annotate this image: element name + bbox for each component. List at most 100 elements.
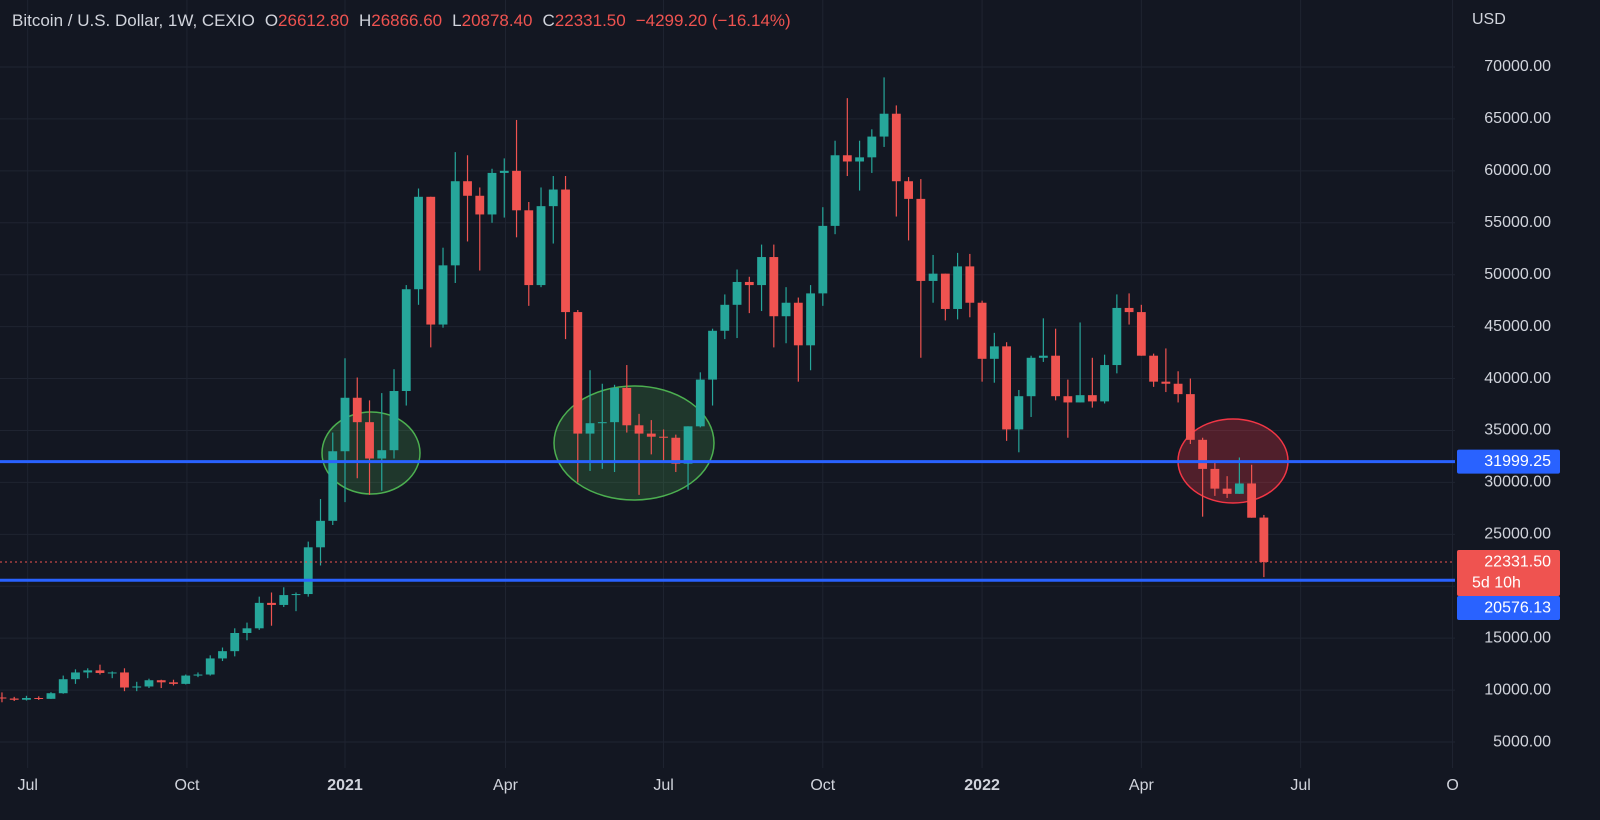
candle-body [218, 651, 227, 659]
candle-body [1038, 355, 1048, 358]
candle-body [867, 136, 877, 158]
candle-body [450, 181, 460, 266]
y-tick-label: 60000.00 [1484, 162, 1551, 179]
candle-body [634, 425, 644, 434]
candle-body [1136, 312, 1146, 356]
candle-body [1173, 383, 1183, 395]
legend-key: C [542, 11, 555, 30]
candle-body [610, 387, 619, 423]
candle-body [732, 281, 742, 305]
candle-body [95, 670, 105, 673]
candle-body [1247, 483, 1257, 518]
highlight-ellipse [553, 385, 715, 501]
candle-body [193, 674, 203, 676]
candle-body [573, 312, 583, 434]
candle-body [340, 397, 350, 452]
price-label: 22331.50 [1484, 553, 1551, 570]
price-lines [0, 460, 1455, 582]
candle-body [401, 289, 411, 392]
candle-body [806, 293, 815, 346]
candle-body [524, 210, 534, 286]
candle-body [769, 257, 779, 317]
candle-body [793, 302, 803, 346]
candle-body [9, 698, 19, 700]
candle-body [904, 181, 913, 199]
candle-body [487, 172, 497, 215]
candle-body [144, 680, 154, 687]
candle-body [389, 391, 399, 451]
candle-body [132, 686, 142, 688]
candle-body [842, 155, 852, 162]
candle-body [46, 693, 56, 699]
y-tick-label: 15000.00 [1484, 629, 1551, 646]
candle-body [120, 672, 129, 688]
candle-body [1161, 381, 1171, 384]
candle-body [254, 602, 264, 629]
candle-body [1087, 395, 1097, 402]
legend-key: O [264, 11, 279, 30]
candle-body [671, 437, 681, 464]
y-axis-unit: USD [1472, 11, 1506, 28]
x-tick-label: Jul [17, 777, 37, 794]
y-tick-label: 30000.00 [1484, 474, 1551, 491]
candle-body [156, 680, 166, 683]
candle-body [316, 520, 325, 548]
candle-body [1112, 307, 1122, 366]
line-label: 20576.13 [1484, 599, 1551, 616]
candle-body [744, 281, 754, 286]
y-tick-label: 10000.00 [1484, 681, 1551, 698]
candle-body [879, 113, 889, 137]
legend-change: −4299.20 (−16.14%) [635, 11, 791, 30]
candle-body [291, 594, 301, 596]
candle-body [1051, 355, 1061, 397]
candle-body [1222, 488, 1232, 494]
line-label-box [1457, 449, 1560, 474]
line-label-box [1457, 596, 1560, 621]
y-tick-label: 55000.00 [1484, 214, 1551, 231]
candle-body [58, 679, 68, 694]
candle-body [1259, 517, 1269, 563]
candle-body [1014, 396, 1024, 430]
y-tick-label: 50000.00 [1484, 266, 1551, 283]
candle-body [499, 170, 509, 173]
candle-body [916, 198, 926, 281]
candle-body [1185, 394, 1195, 440]
candle-body [230, 632, 240, 652]
x-tick-label: Oct [175, 777, 200, 794]
candle-body [891, 113, 901, 182]
candle-body [757, 257, 766, 286]
candle-body [34, 698, 44, 700]
candle-body [646, 433, 656, 437]
y-tick-label: 35000.00 [1484, 422, 1551, 439]
x-tick-label: Oct [810, 777, 835, 794]
legend-value: 20878.40 [461, 11, 533, 30]
candle-body [1124, 307, 1134, 313]
candle-body [536, 206, 546, 286]
candle-body [953, 266, 962, 309]
x-tick-label: 2021 [327, 777, 363, 794]
candle-body [708, 330, 717, 380]
candle-body [267, 602, 276, 605]
y-tick-label: 5000.00 [1493, 733, 1551, 750]
candle-body [989, 346, 999, 359]
candle-body [377, 450, 387, 459]
countdown-label: 5d 10h [1472, 574, 1521, 591]
candle-body [548, 189, 558, 207]
candle-body [107, 672, 117, 674]
line-label: 31999.25 [1484, 453, 1551, 470]
x-tick-label: 2022 [964, 777, 1000, 794]
y-tick-label: 70000.00 [1484, 58, 1551, 75]
candle-body [1075, 395, 1085, 403]
legend-key: H [358, 11, 372, 30]
y-tick-label: 40000.00 [1484, 370, 1551, 387]
candle-body [169, 682, 178, 684]
x-tick-label: Jul [653, 777, 673, 794]
candle-body [585, 423, 595, 434]
candle-body [0, 697, 7, 699]
candle-body [781, 302, 791, 317]
candle-body [426, 196, 436, 325]
legend-value: 26612.80 [278, 11, 349, 30]
